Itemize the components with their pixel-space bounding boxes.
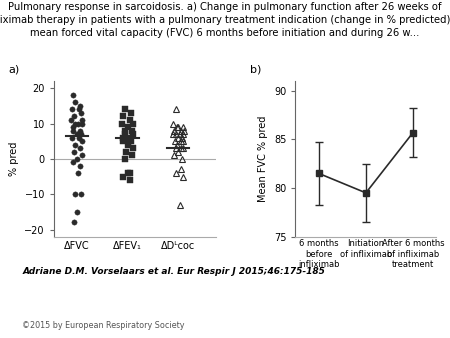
Text: Adriane D.M. Vorselaars et al. Eur Respir J 2015;46:175-185: Adriane D.M. Vorselaars et al. Eur Respi… [22, 267, 325, 276]
Text: b): b) [250, 65, 261, 75]
Text: Pulmonary response in sarcoidosis. a) Change in pulmonary function after 26 week: Pulmonary response in sarcoidosis. a) Ch… [0, 2, 450, 38]
Text: ©2015 by European Respiratory Society: ©2015 by European Respiratory Society [22, 321, 185, 330]
Text: a): a) [9, 65, 20, 75]
Y-axis label: % pred: % pred [9, 142, 19, 176]
Y-axis label: Mean FVC % pred: Mean FVC % pred [258, 116, 268, 202]
